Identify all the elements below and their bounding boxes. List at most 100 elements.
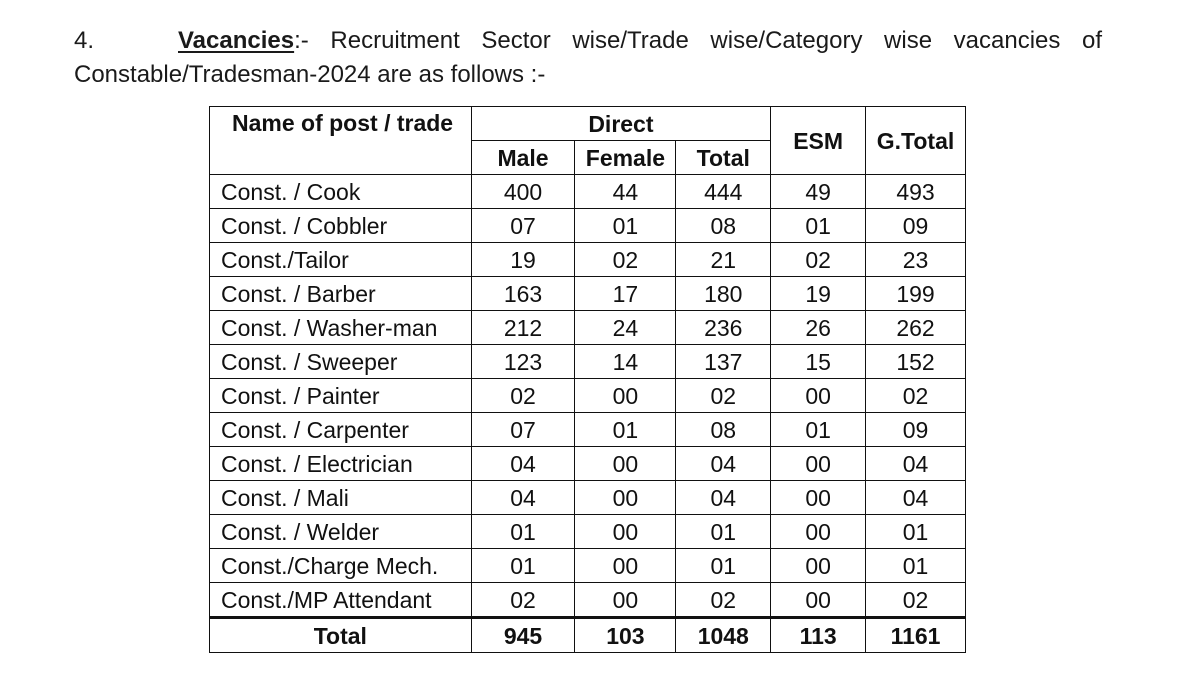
header-row-1: Name of post / trade Direct ESM G.Total	[209, 106, 966, 175]
total-cell: 04	[675, 446, 772, 481]
table-row: Const. / Welder 01 00 01 00 01	[209, 514, 966, 549]
header-total: Total	[675, 140, 772, 175]
post-name-cell: Const. / Cook	[209, 174, 472, 209]
esm-cell: 19	[770, 276, 867, 311]
g-total-cell: 04	[865, 480, 966, 515]
header-row-2: Male Female Total	[210, 140, 966, 175]
female-cell: 00	[574, 378, 677, 413]
esm-total-cell: 113	[770, 616, 867, 653]
esm-cell: 00	[770, 378, 867, 413]
post-name-cell: Const. / Barber	[209, 276, 472, 311]
post-name-cell: Const. / Carpenter	[209, 412, 472, 447]
esm-cell: 15	[770, 344, 867, 379]
section-heading-suffix: :-	[294, 27, 309, 54]
header-female: Female	[574, 140, 677, 175]
g-total-cell: 152	[865, 344, 966, 379]
total-cell: 180	[675, 276, 772, 311]
table-row: Const. / Sweeper 123 14 137 15 152	[209, 344, 966, 379]
female-cell: 17	[574, 276, 677, 311]
g-total-cell: 02	[865, 582, 966, 618]
post-name-cell: Const./MP Attendant	[209, 582, 472, 618]
table-header: Name of post / trade Direct ESM G.Total …	[209, 106, 966, 175]
male-cell: 02	[470, 378, 576, 413]
female-cell: 24	[574, 310, 677, 345]
esm-cell: 02	[770, 242, 867, 277]
table-row: Const. / Washer-man 212 24 236 26 262	[209, 310, 966, 345]
esm-cell: 00	[770, 582, 867, 618]
total-label-cell: Total	[209, 616, 472, 653]
post-name-cell: Const. / Painter	[209, 378, 472, 413]
female-total-cell: 103	[574, 616, 677, 653]
post-name-cell: Const. / Cobbler	[209, 208, 472, 243]
male-cell: 212	[470, 310, 576, 345]
table-row: Const./MP Attendant 02 00 02 00 02	[209, 582, 966, 618]
male-cell: 07	[470, 208, 576, 243]
female-cell: 00	[574, 480, 677, 515]
header-male: Male	[470, 140, 576, 175]
female-cell: 14	[574, 344, 677, 379]
g-total-cell: 02	[865, 378, 966, 413]
header-g-total: G.Total	[865, 106, 966, 175]
vacancies-paragraph: 4. Vacancies:- Recruitment Sector wise/T…	[74, 24, 1102, 92]
post-name-cell: Const. / Electrician	[209, 446, 472, 481]
total-cell: 236	[675, 310, 772, 345]
table-row: Const./Charge Mech. 01 00 01 00 01	[209, 548, 966, 583]
table-row: Const./Tailor 19 02 21 02 23	[209, 242, 966, 277]
esm-cell: 00	[770, 548, 867, 583]
g-total-cell: 09	[865, 412, 966, 447]
header-name-of-post: Name of post / trade	[209, 106, 472, 175]
male-cell: 04	[470, 446, 576, 481]
female-cell: 01	[574, 412, 677, 447]
male-cell: 19	[470, 242, 576, 277]
post-name-cell: Const. / Welder	[209, 514, 472, 549]
direct-total-cell: 1048	[675, 616, 772, 653]
total-cell: 02	[675, 582, 772, 618]
esm-cell: 00	[770, 480, 867, 515]
esm-cell: 01	[770, 412, 867, 447]
table-row: Const. / Carpenter 07 01 08 01 09	[209, 412, 966, 447]
total-cell: 08	[675, 208, 772, 243]
male-cell: 02	[470, 582, 576, 618]
female-cell: 00	[574, 514, 677, 549]
esm-cell: 49	[770, 174, 867, 209]
section-heading: Vacancies	[178, 27, 295, 54]
female-cell: 00	[574, 446, 677, 481]
female-cell: 44	[574, 174, 677, 209]
male-cell: 163	[470, 276, 576, 311]
post-name-cell: Const. / Mali	[209, 480, 472, 515]
g-total-cell: 01	[865, 514, 966, 549]
female-cell: 00	[574, 548, 677, 583]
header-esm: ESM	[770, 106, 867, 175]
total-cell: 02	[675, 378, 772, 413]
g-total-cell: 493	[865, 174, 966, 209]
table-row: Const. / Barber 163 17 180 19 199	[209, 276, 966, 311]
paragraph-line-2: Constable/Tradesman-2024 are as follows …	[74, 61, 546, 88]
male-cell: 01	[470, 514, 576, 549]
g-total-cell: 199	[865, 276, 966, 311]
vacancies-table: Name of post / trade Direct ESM G.Total …	[209, 106, 966, 653]
total-cell: 01	[675, 514, 772, 549]
grand-total-row: Total 945 103 1048 113 1161	[209, 616, 966, 653]
male-cell: 07	[470, 412, 576, 447]
table-row: Const. / Mali 04 00 04 00 04	[209, 480, 966, 515]
male-cell: 04	[470, 480, 576, 515]
post-name-cell: Const. / Sweeper	[209, 344, 472, 379]
male-total-cell: 945	[470, 616, 576, 653]
paragraph-line-1-rest: Recruitment Sector wise/Trade wise/Categ…	[330, 27, 1103, 54]
male-cell: 01	[470, 548, 576, 583]
g-total-cell: 262	[865, 310, 966, 345]
table-row: Const. / Electrician 04 00 04 00 04	[209, 446, 966, 481]
male-cell: 400	[470, 174, 576, 209]
header-direct: Direct	[470, 106, 772, 141]
total-cell: 04	[675, 480, 772, 515]
g-total-cell: 04	[865, 446, 966, 481]
total-cell: 137	[675, 344, 772, 379]
female-cell: 00	[574, 582, 677, 618]
female-cell: 01	[574, 208, 677, 243]
total-cell: 21	[675, 242, 772, 277]
g-total-cell: 09	[865, 208, 966, 243]
female-cell: 02	[574, 242, 677, 277]
paragraph-line-1: 4. Vacancies:- Recruitment Sector wise/T…	[74, 24, 1102, 58]
table-body: Const. / Cook 400 44 444 49 493 Const. /…	[209, 174, 966, 653]
table-row: Const. / Painter 02 00 02 00 02	[209, 378, 966, 413]
